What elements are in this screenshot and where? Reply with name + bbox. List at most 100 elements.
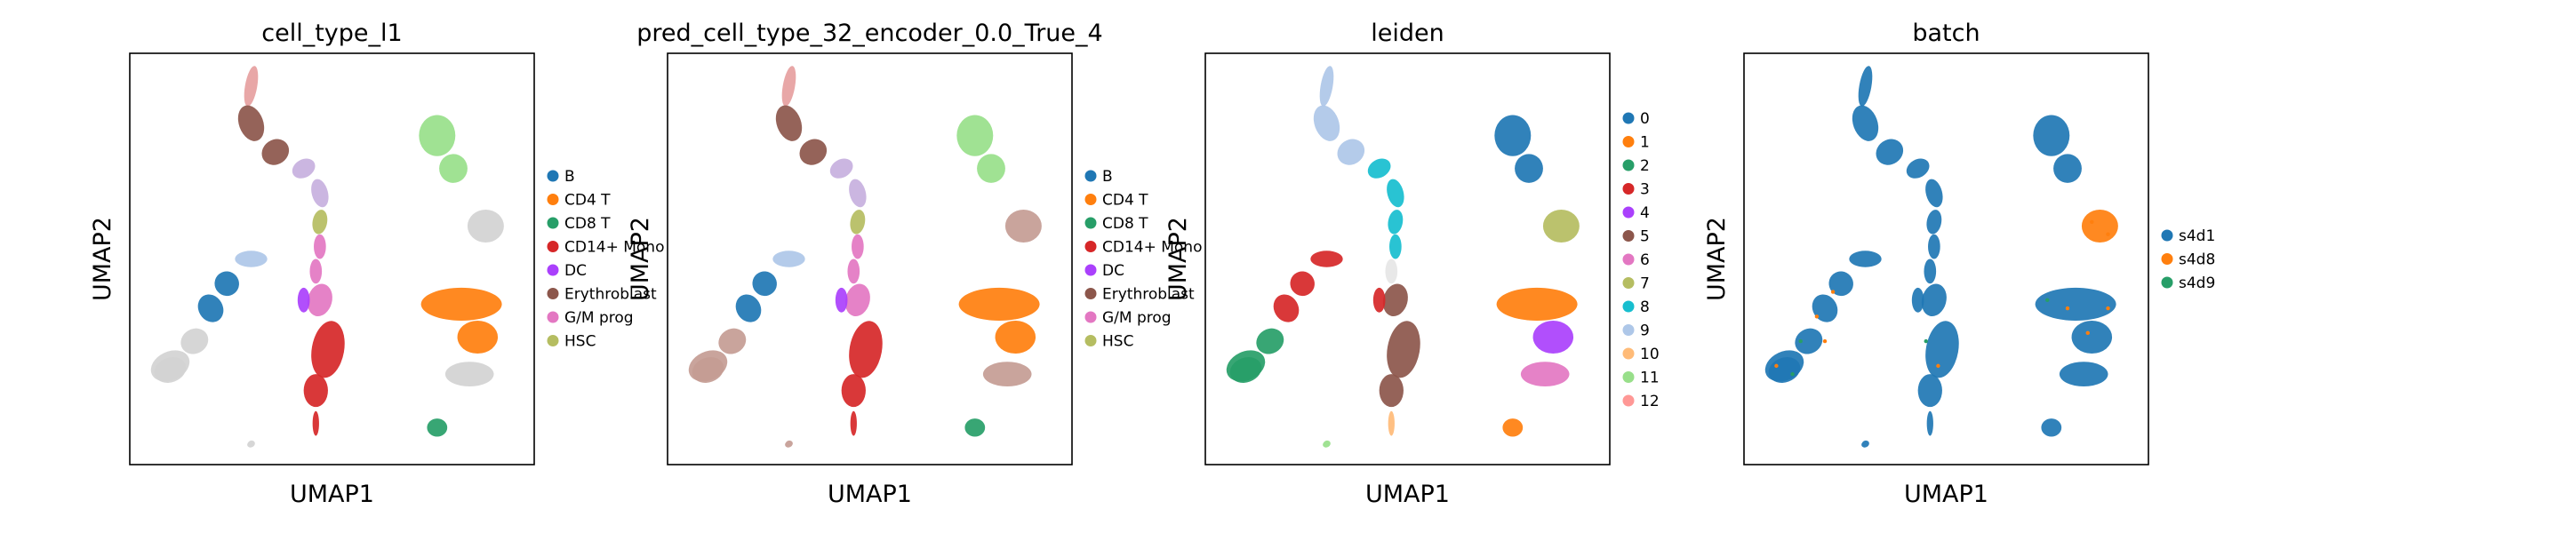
cluster-b_mid <box>1828 271 1853 297</box>
cluster-b_mid <box>752 271 777 297</box>
legend-marker <box>547 335 559 346</box>
cluster-b_low <box>180 328 209 354</box>
cluster-small_green <box>427 418 448 437</box>
legend-item: G/M prog <box>547 309 634 327</box>
cluster-b_low <box>718 328 747 354</box>
legend-marker <box>1622 136 1635 147</box>
legend-label: 0 <box>1640 110 1650 128</box>
legend: s4d1 s4d8 s4d9 <box>2161 227 2215 292</box>
legend-label: 10 <box>1640 346 1660 363</box>
cluster-cd4_top <box>2035 287 2116 321</box>
legend-marker <box>547 241 559 252</box>
legend-item: 5 <box>1622 228 1650 246</box>
cluster-curve2 <box>849 179 867 208</box>
legend: B CD4 T CD8 T CD14+ Mono DC Erythroblast G/M p… <box>1084 168 1202 351</box>
cluster-hsc_mid <box>1926 210 1942 235</box>
legend-marker <box>2161 253 2173 265</box>
legend-marker <box>1084 194 1097 205</box>
cluster-mono1 <box>1925 321 1959 378</box>
legend-item: DC <box>547 262 587 280</box>
legend-marker <box>1084 241 1097 252</box>
cluster-cd8_low <box>444 362 494 387</box>
cluster-hsc_mid <box>1388 210 1404 235</box>
cluster-b_mid2 <box>1273 294 1300 322</box>
legend-label: 11 <box>1640 370 1660 387</box>
panel-title: leiden <box>1371 20 1444 47</box>
legend-marker <box>1622 112 1635 124</box>
cluster-t_right <box>1542 209 1580 243</box>
cluster-b_mid2 <box>735 294 762 322</box>
x-axis-label: UMAP1 <box>1904 481 1988 508</box>
cluster-dc1 <box>1372 287 1386 313</box>
legend-item: s4d9 <box>2161 274 2215 292</box>
legend-label: Erythroblast <box>564 286 657 304</box>
scatter-points <box>688 66 1042 448</box>
plot-frame <box>1204 52 1611 465</box>
y-axis-label: UMAP2 <box>627 217 654 301</box>
cluster-mono2 <box>303 374 328 408</box>
cluster-curve1 <box>829 158 853 179</box>
legend-marker <box>1084 311 1097 323</box>
legend-item: 9 <box>1622 322 1650 340</box>
cluster-b_mid <box>1290 271 1315 297</box>
legend-label: s4d9 <box>2179 274 2215 292</box>
legend-label: 6 <box>1640 251 1650 269</box>
legend-marker <box>1084 170 1097 182</box>
legend-marker <box>1622 206 1635 219</box>
legend-marker <box>1622 230 1635 242</box>
legend-label: 5 <box>1640 228 1650 246</box>
legend-item: 2 <box>1622 157 1650 175</box>
legend-marker <box>547 194 559 205</box>
cluster-stem1 <box>1928 234 1940 259</box>
legend-item: 0 <box>1622 110 1650 128</box>
x-axis-label: UMAP1 <box>290 481 374 508</box>
legend-item: 7 <box>1622 275 1650 293</box>
legend-label: G/M prog <box>1102 309 1172 327</box>
plot-frame <box>1743 52 2149 465</box>
cluster-dc1 <box>835 287 848 313</box>
legend-marker <box>1622 300 1635 313</box>
cluster-cd4_top <box>958 287 1040 321</box>
legend-item: CD8 T <box>547 215 611 233</box>
legend-marker <box>1622 394 1635 407</box>
cluster-ery_mid <box>1337 139 1365 165</box>
legend-label: s4d8 <box>2179 251 2215 269</box>
plot-frame <box>667 52 1073 465</box>
cluster-cd8_low <box>1520 362 1570 387</box>
cluster-mono1 <box>1387 321 1420 378</box>
legend-item: B <box>1084 168 1113 186</box>
cluster-stem2 <box>847 259 860 284</box>
y-axis-label: UMAP2 <box>89 217 116 301</box>
legend-label: CD8 T <box>564 215 611 233</box>
cluster-cd8_low <box>2059 362 2108 387</box>
cluster-cd8_low <box>982 362 1032 387</box>
legend: B CD4 T CD8 T CD14+ Mono DC Erythroblast G/M p… <box>547 168 664 351</box>
cluster-stem2 <box>309 259 323 284</box>
legend-label: 8 <box>1640 298 1650 316</box>
cluster-t_right <box>467 209 504 243</box>
cluster-b_tail2 <box>1768 357 1801 383</box>
batch-speckle <box>2106 232 2110 236</box>
cluster-gm1 <box>307 283 332 317</box>
legend-label: 9 <box>1640 322 1650 340</box>
umap-panel-4: batch UMAP1 UMAP2 s4d1 s4d8 s4d9 <box>1703 20 2215 508</box>
legend-item: s4d8 <box>2161 251 2215 269</box>
cluster-mono_tail <box>850 410 857 436</box>
batch-speckle <box>1774 363 1779 369</box>
legend-label: 1 <box>1640 134 1650 152</box>
legend-marker <box>547 311 559 323</box>
umap-panel-2: pred_cell_type_32_encoder_0.0_True_4 UMAP… <box>627 20 1202 508</box>
legend-marker <box>1084 264 1097 276</box>
cluster-cd4_mid <box>457 320 499 354</box>
cluster-t_top2 <box>1515 154 1543 183</box>
legend-marker <box>1622 253 1635 266</box>
cluster-mono_tail <box>1388 410 1395 436</box>
legend-item: HSC <box>547 333 596 351</box>
cluster-ery_mid <box>799 139 828 165</box>
cluster-hsc_top <box>244 66 259 107</box>
legend-label: G/M prog <box>564 309 634 327</box>
legend-marker <box>2161 276 2173 289</box>
legend-item: 8 <box>1622 298 1650 316</box>
legend-item: Erythroblast <box>1084 286 1195 304</box>
